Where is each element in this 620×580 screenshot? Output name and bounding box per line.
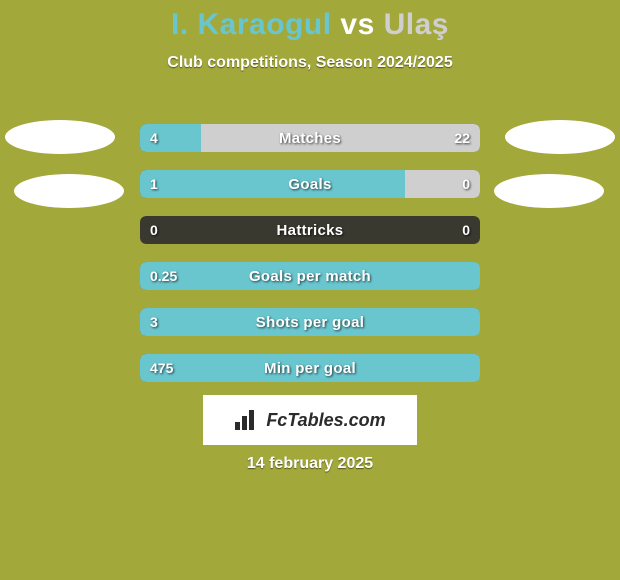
stat-label: Goals bbox=[140, 170, 480, 198]
club-badge-placeholder bbox=[505, 120, 615, 154]
stat-row: 475Min per goal bbox=[140, 354, 480, 382]
stat-row: 00Hattricks bbox=[140, 216, 480, 244]
club-badge-placeholder bbox=[14, 174, 124, 208]
stat-label: Hattricks bbox=[140, 216, 480, 244]
comparison-infographic: I. Karaogul vs Ulaş Club competitions, S… bbox=[0, 0, 620, 580]
stat-label: Matches bbox=[140, 124, 480, 152]
player1-name: I. Karaogul bbox=[171, 8, 332, 41]
stat-row: 0.25Goals per match bbox=[140, 262, 480, 290]
stat-rows: 422Matches 10Goals 00Hattricks 0.25Goals pe… bbox=[140, 124, 480, 400]
stat-label: Shots per goal bbox=[140, 308, 480, 336]
stat-row: 10Goals bbox=[140, 170, 480, 198]
subtitle: Club competitions, Season 2024/2025 bbox=[0, 54, 620, 72]
club-badge-placeholder bbox=[494, 174, 604, 208]
stat-row: 422Matches bbox=[140, 124, 480, 152]
stat-label: Goals per match bbox=[140, 262, 480, 290]
stat-row: 3Shots per goal bbox=[140, 308, 480, 336]
title-vs: vs bbox=[340, 8, 374, 41]
fctables-logo: FcTables.com bbox=[203, 395, 417, 445]
logo-bars-icon bbox=[234, 410, 260, 430]
page-title: I. Karaogul vs Ulaş bbox=[0, 0, 620, 42]
club-badge-placeholder bbox=[5, 120, 115, 154]
player2-name: Ulaş bbox=[384, 8, 449, 41]
stat-label: Min per goal bbox=[140, 354, 480, 382]
logo-text: FcTables.com bbox=[266, 410, 385, 431]
date-label: 14 february 2025 bbox=[0, 455, 620, 473]
